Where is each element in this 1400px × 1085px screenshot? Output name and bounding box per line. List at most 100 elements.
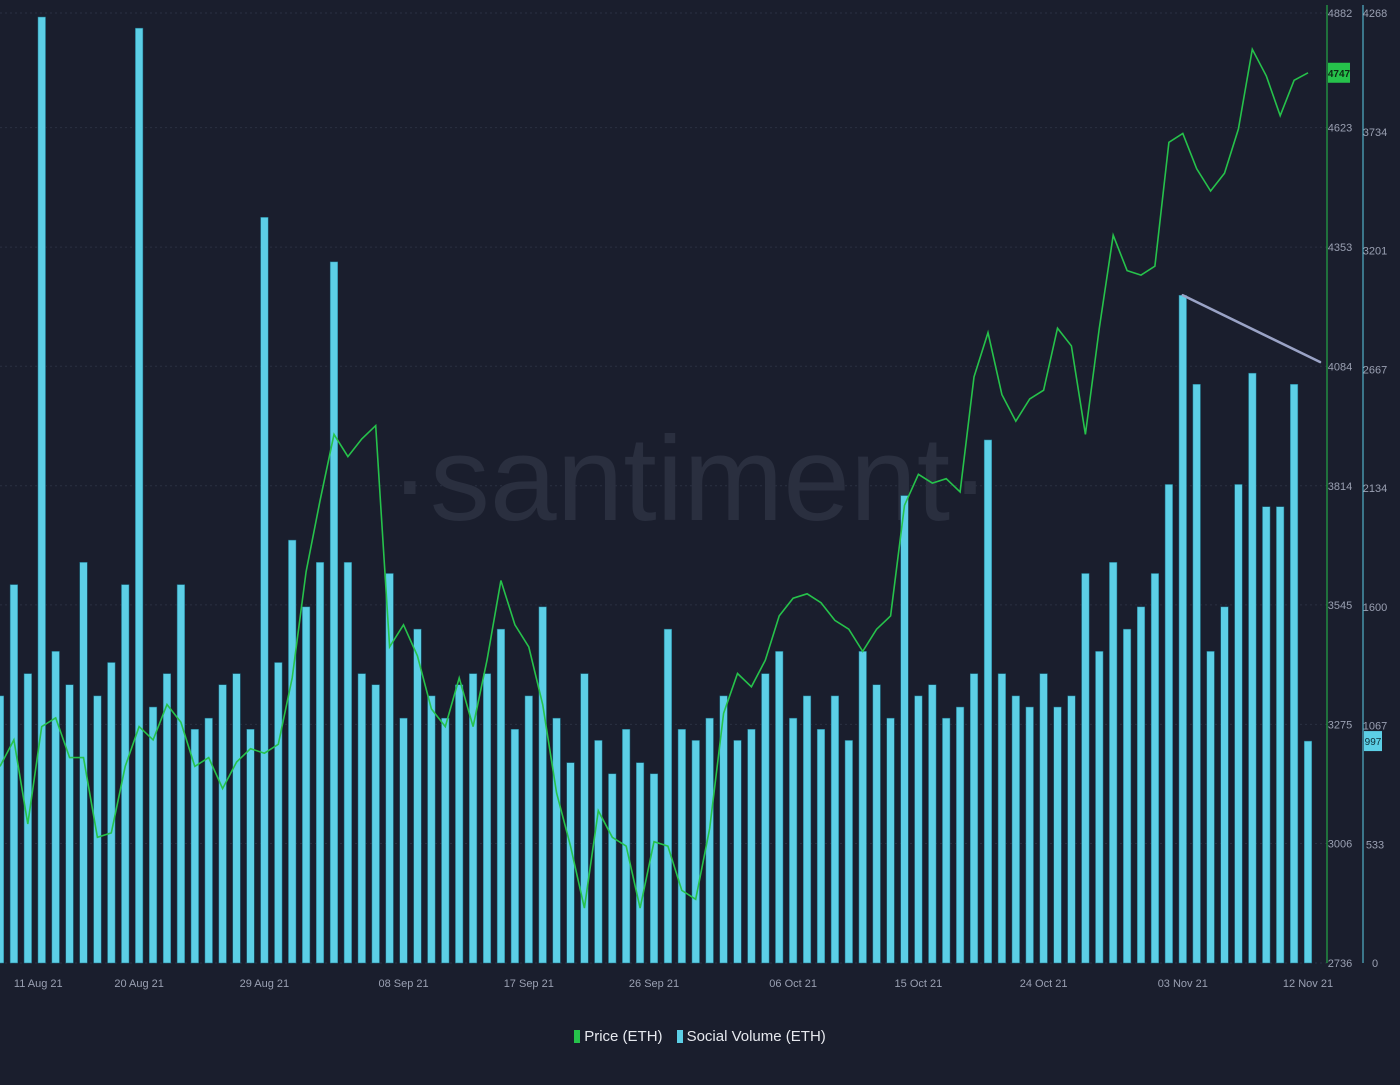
price-tick-label: 3006 (1328, 838, 1352, 850)
volume-tick-label: 2134 (1363, 483, 1387, 495)
volume-bar (275, 663, 283, 963)
price-tick-label: 2736 (1328, 958, 1352, 970)
volume-bar (1054, 707, 1062, 963)
volume-bar (581, 674, 589, 963)
volume-bar (80, 562, 88, 963)
volume-bar (1235, 484, 1243, 963)
volume-bar (358, 674, 366, 963)
volume-bar (942, 718, 950, 963)
volume-bar (1123, 629, 1131, 963)
volume-bar (831, 696, 839, 963)
volume-bar (762, 674, 770, 963)
x-tick-label: 15 Oct 21 (895, 978, 943, 990)
volume-bar (302, 607, 310, 963)
legend: Price (ETH) Social Volume (ETH) (0, 1028, 1400, 1045)
volume-bar (859, 651, 867, 963)
watermark: ·santiment· (390, 412, 990, 546)
volume-bar (1249, 373, 1257, 963)
price-tick-label: 4084 (1328, 361, 1352, 373)
volume-bar (261, 217, 269, 963)
volume-bar (775, 651, 783, 963)
volume-bar (441, 718, 449, 963)
volume-bar (984, 440, 992, 963)
volume-bar (664, 629, 672, 963)
price-tick-label: 3275 (1328, 719, 1352, 731)
price-current-label: 4747 (1328, 69, 1351, 80)
volume-bar (219, 685, 227, 963)
legend-swatch-social-volume (677, 1030, 683, 1043)
volume-bar (177, 585, 185, 963)
volume-bar (108, 663, 116, 963)
volume-bar (1304, 741, 1312, 963)
x-tick-label: 03 Nov 21 (1158, 978, 1208, 990)
volume-bar (956, 707, 964, 963)
volume-bar (1276, 507, 1284, 963)
volume-bar (595, 740, 603, 963)
volume-bar (1165, 484, 1173, 963)
volume-bar (205, 718, 213, 963)
price-tick-label: 4623 (1328, 123, 1352, 135)
legend-swatch-price (574, 1030, 580, 1043)
volume-bar (636, 763, 644, 963)
x-tick-label: 08 Sep 21 (378, 978, 428, 990)
volume-bar (66, 685, 74, 963)
volume-bar (1137, 607, 1145, 963)
price-tick-label: 3545 (1328, 600, 1352, 612)
volume-tick-label: 1067 (1363, 721, 1387, 733)
volume-bar (803, 696, 811, 963)
legend-item-price[interactable]: Price (ETH) (574, 1028, 662, 1045)
volume-bar (121, 585, 129, 963)
volume-bar (1193, 384, 1201, 963)
volume-bar (1179, 295, 1187, 963)
volume-tick-label: 3734 (1363, 127, 1387, 139)
volume-bar (608, 774, 616, 963)
legend-item-social-volume[interactable]: Social Volume (ETH) (677, 1028, 826, 1045)
volume-bar (247, 729, 255, 963)
volume-bar (163, 674, 171, 963)
volume-bar (678, 729, 686, 963)
volume-bar (1068, 696, 1076, 963)
volume-bar (344, 562, 352, 963)
x-tick-label: 20 Aug 21 (114, 978, 164, 990)
legend-label-price: Price (ETH) (584, 1028, 662, 1045)
volume-bar (316, 562, 324, 963)
volume-bar (539, 607, 547, 963)
volume-bar (233, 674, 241, 963)
volume-current-label: 997 (1365, 737, 1382, 748)
volume-bar (414, 629, 422, 963)
volume-bar (0, 696, 4, 963)
volume-bar (386, 573, 394, 963)
price-tick-label: 4882 (1328, 8, 1352, 20)
volume-bar (1095, 651, 1103, 963)
volume-tick-label: 533 (1366, 839, 1384, 851)
volume-bar (135, 28, 143, 963)
volume-bar (1221, 607, 1229, 963)
volume-bar (94, 696, 102, 963)
volume-bar (497, 629, 505, 963)
volume-bar (330, 262, 338, 963)
x-tick-label: 26 Sep 21 (629, 978, 679, 990)
volume-bar (1109, 562, 1117, 963)
volume-bar (998, 674, 1006, 963)
volume-tick-label: 1600 (1363, 602, 1387, 614)
volume-tick-label: 2667 (1363, 364, 1387, 376)
volume-bar (970, 674, 978, 963)
volume-bar (901, 496, 909, 963)
volume-bar (483, 674, 491, 963)
x-tick-label: 29 Aug 21 (240, 978, 290, 990)
volume-tick-label: 0 (1372, 958, 1378, 970)
x-tick-label: 12 Nov 21 (1283, 978, 1333, 990)
volume-bar (1290, 384, 1298, 963)
price-tick-label: 4353 (1328, 242, 1352, 254)
volume-bar (149, 707, 157, 963)
volume-bar (428, 696, 436, 963)
x-tick-label: 06 Oct 21 (769, 978, 817, 990)
volume-bar (1026, 707, 1034, 963)
x-tick-label: 24 Oct 21 (1020, 978, 1068, 990)
volume-bar (929, 685, 937, 963)
volume-bar (38, 17, 46, 963)
volume-bar (692, 740, 700, 963)
price-tick-label: 3814 (1328, 481, 1352, 493)
